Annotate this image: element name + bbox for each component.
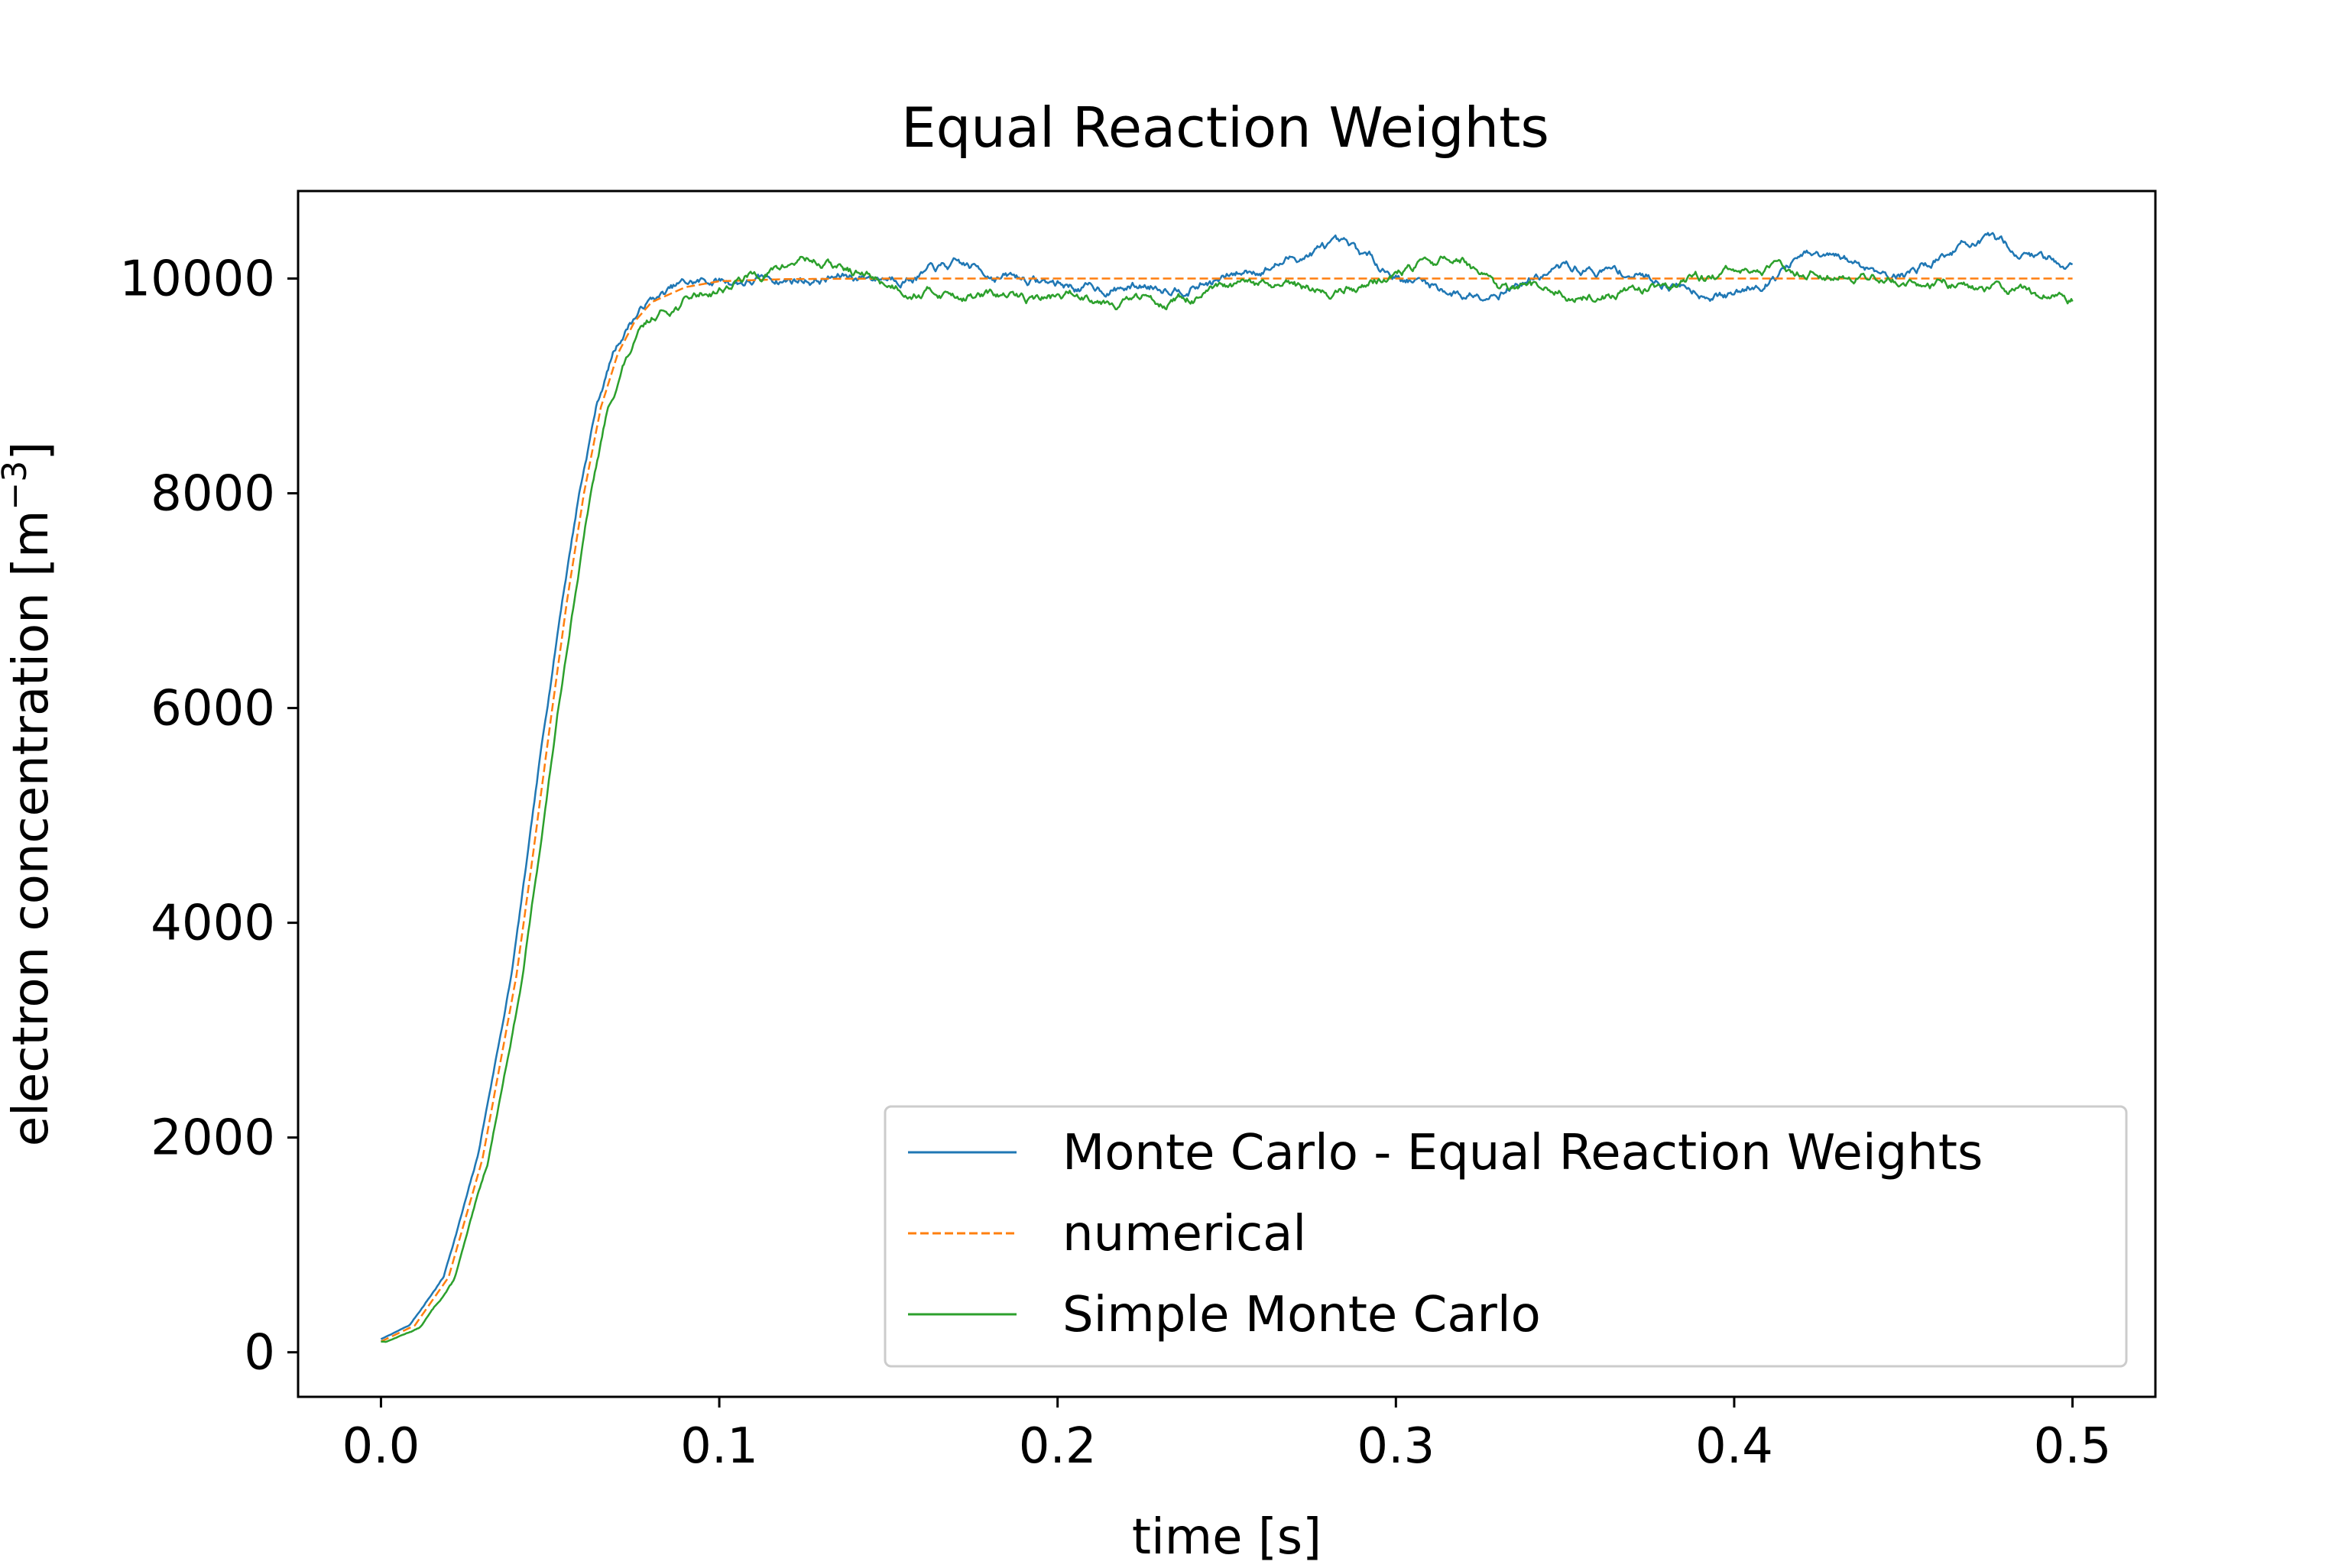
- legend-label-simple-monte-carlo: Simple Monte Carlo: [1062, 1287, 1541, 1343]
- x-tick-label: 0.3: [1357, 1418, 1435, 1475]
- y-tick-label: 10000: [119, 251, 275, 308]
- y-axis-ticks: 0 2000 4000 6000 8000 10000: [119, 251, 298, 1382]
- x-axis-label: time [s]: [1132, 1509, 1322, 1565]
- x-tick-label: 0.4: [1695, 1418, 1773, 1475]
- y-axis-label-exponent: −3: [0, 461, 34, 510]
- y-tick-label: 0: [244, 1325, 275, 1382]
- y-axis-label: electron concentration [m−3]: [0, 442, 60, 1147]
- y-tick-label: 8000: [151, 466, 275, 523]
- series-line-0: [380, 232, 2074, 1340]
- series-line-2: [381, 255, 2074, 1343]
- x-tick-label: 0.0: [342, 1418, 420, 1475]
- legend-label-numerical: numerical: [1062, 1206, 1306, 1262]
- y-tick-label: 6000: [151, 681, 275, 737]
- legend: Monte Carlo - Equal Reaction Weights num…: [884, 1105, 2128, 1368]
- y-tick-label: 4000: [151, 896, 275, 952]
- chart-title: Equal Reaction Weights: [901, 96, 1549, 160]
- plot-area-frame: [297, 190, 2157, 1398]
- legend-box: [884, 1105, 2128, 1368]
- y-axis-label-main: electron concentration [m: [3, 510, 60, 1147]
- series-layer: [380, 232, 2074, 1343]
- legend-label-monte-carlo-equal-weights: Monte Carlo - Equal Reaction Weights: [1062, 1125, 1983, 1181]
- x-tick-label: 0.5: [2034, 1418, 2112, 1475]
- x-axis-ticks: 0.0 0.1 0.2 0.3 0.4 0.5: [342, 1397, 2112, 1475]
- series-line-1: [380, 277, 2073, 1343]
- y-axis-label-close: ]: [3, 442, 60, 461]
- x-tick-label: 0.2: [1019, 1418, 1097, 1475]
- x-tick-label: 0.1: [680, 1418, 758, 1475]
- y-tick-label: 2000: [151, 1110, 275, 1167]
